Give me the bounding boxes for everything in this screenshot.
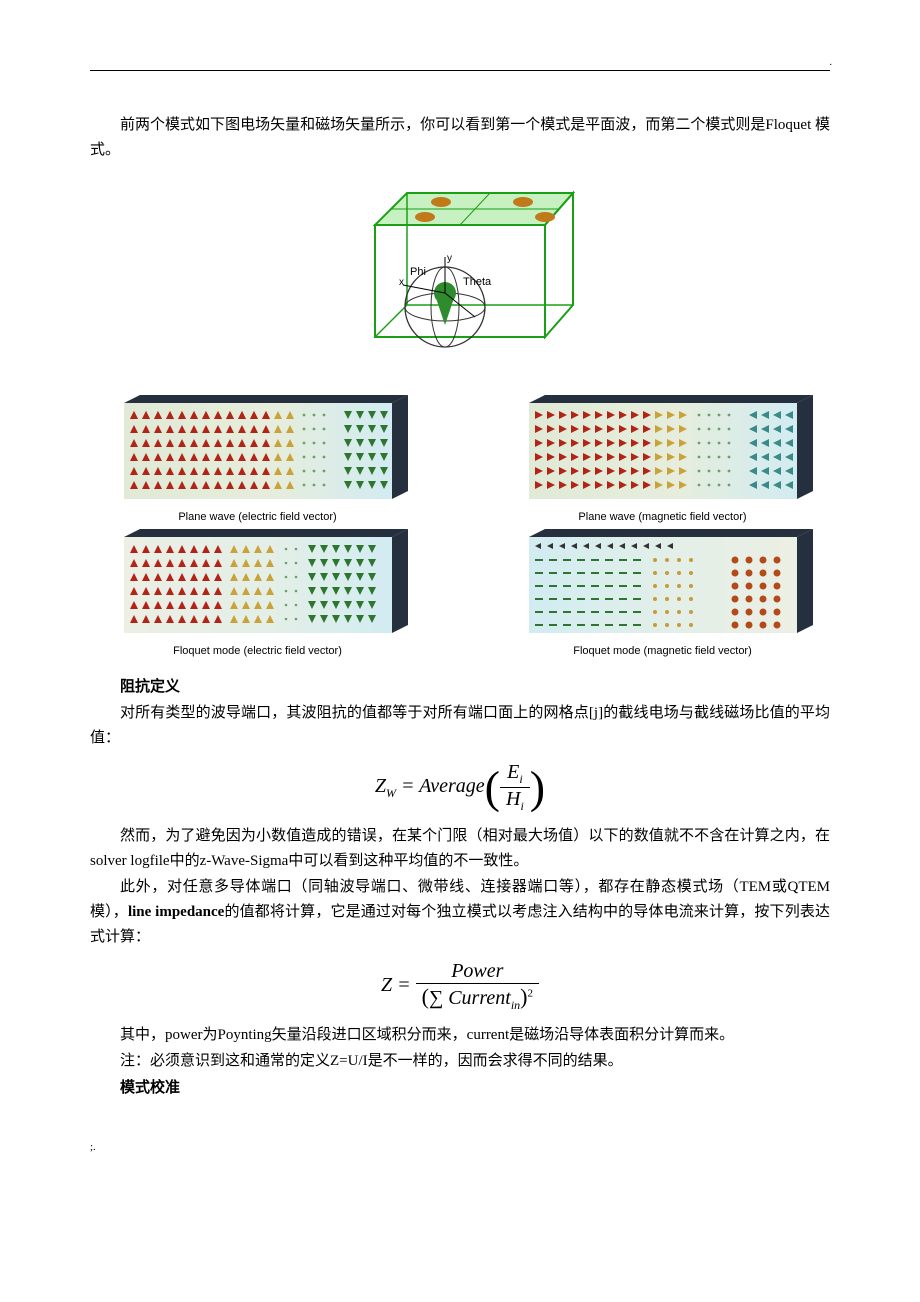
f1-num: E xyxy=(507,761,519,783)
f1-lhs-sub: W xyxy=(386,786,396,800)
impedance-p5: 注：必须意识到这和通常的定义Z=U/I是不一样的，因而会求得不同的结果。 xyxy=(90,1049,830,1074)
impedance-p4: 其中，power为Poynting矢量沿段进口区域积分而来，current是磁场… xyxy=(90,1023,830,1048)
panel-floquet-e: Floquet mode (electric field vector) xyxy=(90,529,425,657)
footer-mark: ;. xyxy=(90,1141,830,1153)
formula-z-line: Z = Power(∑ Currentin)2 xyxy=(90,960,830,1013)
f1-eq: = Average xyxy=(396,775,485,797)
panel-plane-wave-e: Plane wave (electric field vector) xyxy=(90,395,425,523)
formula-zw: ZW = Average(EiHi) xyxy=(90,761,830,814)
section-calibration-title: 模式校准 xyxy=(90,1076,830,1101)
impedance-p1: 对所有类型的波导端口，其波阻抗的值都等于对所有端口面上的网格点[j]的截线电场与… xyxy=(90,701,830,751)
panel-floquet-h: Floquet mode (magnetic field vector) xyxy=(495,529,830,657)
label-theta: Theta xyxy=(463,276,492,288)
f2-lhs: Z = xyxy=(381,974,416,996)
impedance-p2: 然而，为了避免因为小数值造成的错误，在某个门限（相对最大场值）以下的数值就不不含… xyxy=(90,824,830,874)
caption-1: Plane wave (electric field vector) xyxy=(178,511,336,523)
intro-paragraph: 前两个模式如下图电场矢量和磁场矢量所示，你可以看到第一个模式是平面波，而第二个模… xyxy=(90,113,830,163)
label-phi: Phi xyxy=(410,266,426,278)
f1-lhs: Z xyxy=(375,775,386,797)
panel-plane-wave-h: Plane wave (magnetic field vector) xyxy=(495,395,830,523)
section-impedance-title: 阻抗定义 xyxy=(90,675,830,700)
svg-text:x: x xyxy=(399,277,404,288)
impedance-p3: 此外，对任意多导体端口（同轴波导端口、微带线、连接器端口等），都存在静态模式场（… xyxy=(90,875,830,949)
caption-3: Floquet mode (electric field vector) xyxy=(173,645,342,657)
caption-4: Floquet mode (magnetic field vector) xyxy=(573,645,752,657)
caption-2: Plane wave (magnetic field vector) xyxy=(578,511,746,523)
f1-den: H xyxy=(506,788,520,810)
svg-text:y: y xyxy=(447,253,452,264)
unit-cell-cube: Phi Theta x y xyxy=(315,177,605,387)
diagram-area: Phi Theta x y xyxy=(90,177,830,657)
f2-num: Power xyxy=(416,960,539,984)
top-rule xyxy=(90,70,830,71)
